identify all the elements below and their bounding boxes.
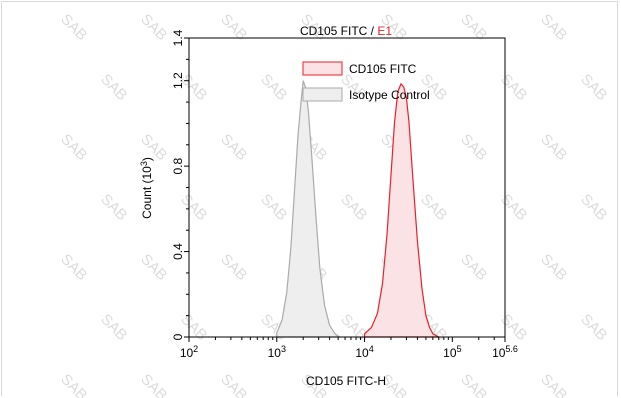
watermark-text: SAB (537, 251, 570, 284)
watermark-text: SAB (97, 71, 130, 104)
y-tick-label: 1.4 (171, 29, 185, 46)
watermark-text: SAB (497, 71, 530, 104)
legend: CD105 FITC Isotype Control (302, 61, 430, 102)
watermark-text: SAB (137, 371, 170, 398)
chart-title: CD105 FITC / E1 (300, 24, 392, 38)
legend-swatch-cd105 (302, 61, 343, 76)
watermark-text: SAB (177, 191, 210, 224)
watermark-text: SAB (57, 11, 90, 44)
x-tick-label: 103 (268, 344, 286, 360)
legend-label-cd105: CD105 FITC (349, 62, 417, 76)
histogram-cd105-fitc (364, 82, 439, 338)
watermark-text: SAB (537, 131, 570, 164)
legend-label-isotype: Isotype Control (349, 88, 430, 102)
watermark-text: SAB (217, 131, 250, 164)
watermark-text: SAB (537, 11, 570, 44)
watermark-text: SAB (217, 251, 250, 284)
x-axis-label: CD105 FITC-H (306, 374, 386, 388)
watermark-text: SAB (617, 251, 621, 284)
watermark-text: SAB (417, 191, 450, 224)
y-tick-label: 0.4 (171, 243, 185, 260)
x-tick-label: 104 (355, 344, 373, 360)
watermark-text: SAB (617, 131, 621, 164)
watermark-text: SAB (457, 251, 490, 284)
watermark-text: SAB (257, 191, 290, 224)
x-axis: 102 103 104 105 105.6 (180, 337, 518, 360)
watermark-text: SAB (457, 11, 490, 44)
legend-swatch-isotype (302, 87, 343, 102)
watermark-text: SAB (457, 131, 490, 164)
watermark-text: SAB (497, 191, 530, 224)
watermark-text: SAB (97, 191, 130, 224)
watermark-text: SAB (137, 251, 170, 284)
watermark-text: SAB (457, 371, 490, 398)
watermark-text: SAB (57, 251, 90, 284)
watermark-text: SAB (217, 371, 250, 398)
watermark-text: SAB (337, 191, 370, 224)
watermark-text: SAB (537, 371, 570, 398)
x-tick-label: 105 (443, 344, 461, 360)
x-tick-label: 102 (180, 344, 198, 360)
watermark-text: SAB (617, 11, 621, 44)
watermark-text: SAB (57, 371, 90, 398)
watermark-text: SAB (217, 11, 250, 44)
watermark-text: SAB (257, 71, 290, 104)
y-tick-label: 0.8 (171, 157, 185, 174)
watermark-text: SAB (577, 71, 610, 104)
watermark-text: SAB (137, 11, 170, 44)
watermark-text: SAB (497, 311, 530, 344)
watermark-text: SAB (57, 131, 90, 164)
y-axis: 0 0.4 0.8 1.2 1.4 (171, 29, 189, 340)
x-tick-label: 105.6 (492, 344, 518, 360)
watermark-text: SAB (577, 191, 610, 224)
watermark-text: SAB (97, 311, 130, 344)
y-tick-label: 0 (171, 333, 185, 340)
y-axis-label: Count (103) (139, 157, 154, 219)
watermark-text: SAB (337, 311, 370, 344)
y-tick-label: 1.2 (171, 72, 185, 89)
watermark-text: SAB (577, 311, 610, 344)
watermark-text: SAB (617, 371, 621, 398)
